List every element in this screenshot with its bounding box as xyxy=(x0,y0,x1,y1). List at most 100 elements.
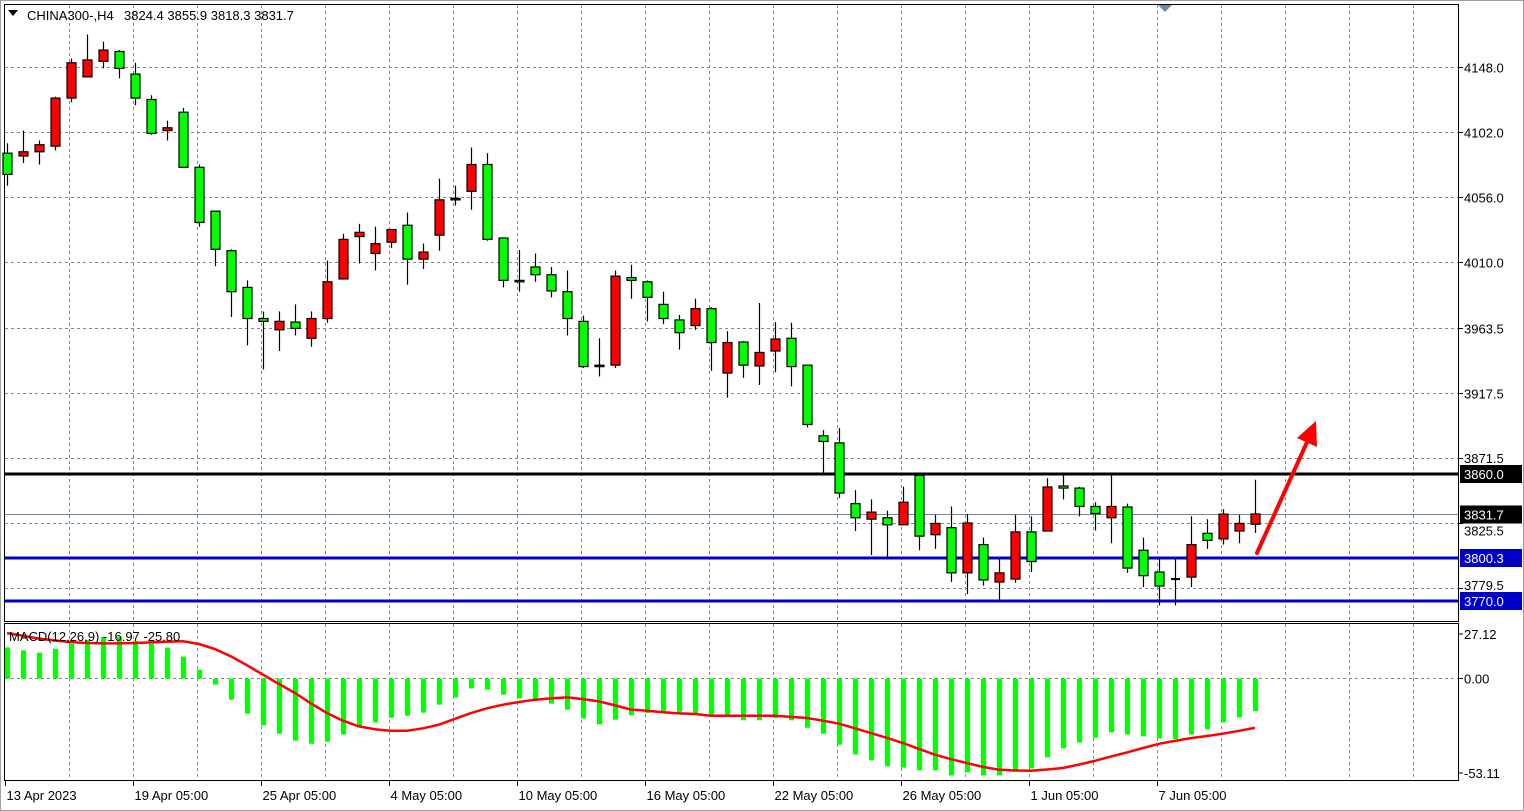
candle-body xyxy=(178,111,189,168)
candle xyxy=(930,514,941,549)
candle xyxy=(162,120,173,141)
candle-body xyxy=(930,522,941,536)
macd-histogram-bar xyxy=(229,678,234,700)
candle-body xyxy=(1122,506,1133,569)
candle-body xyxy=(1138,549,1149,577)
candle-body xyxy=(338,238,349,280)
price-label: 3779.5 xyxy=(1464,578,1504,593)
candle xyxy=(882,510,893,559)
macd-histogram-bar xyxy=(1157,678,1162,739)
candle xyxy=(546,266,557,298)
candle-body xyxy=(1106,505,1117,519)
trend-arrow[interactable] xyxy=(1255,421,1317,555)
time-label: 10 May 05:00 xyxy=(519,788,598,803)
candle xyxy=(578,315,589,368)
price-label: 3917.5 xyxy=(1464,387,1504,402)
candle xyxy=(722,331,733,398)
candle xyxy=(370,226,381,271)
macd-histogram-bar xyxy=(789,678,794,721)
candle xyxy=(1171,558,1180,606)
level-label: 3770.0 xyxy=(1464,594,1504,609)
candle-body xyxy=(866,511,877,520)
price-label: 3871.5 xyxy=(1464,451,1504,466)
candle-body xyxy=(722,341,733,374)
triangle-down-icon[interactable] xyxy=(8,10,18,16)
current-price-label-box xyxy=(1460,505,1522,524)
candle-body xyxy=(1218,513,1229,540)
macd-histogram-bar xyxy=(885,678,890,767)
candle-body xyxy=(546,274,557,292)
candle-body xyxy=(386,228,397,243)
macd-histogram-bar xyxy=(613,678,618,720)
candle xyxy=(802,364,813,428)
candle-body xyxy=(50,97,61,147)
macd-histogram-bar xyxy=(805,678,810,728)
candle xyxy=(850,490,861,532)
macd-histogram-bar xyxy=(997,678,1002,776)
candle xyxy=(274,311,285,352)
candle xyxy=(450,185,461,206)
macd-histogram-bar xyxy=(981,678,986,776)
candle xyxy=(1250,479,1261,533)
macd-histogram-bar xyxy=(869,678,874,761)
level-label: 3800.3 xyxy=(1464,551,1504,566)
candle-body xyxy=(674,319,685,334)
macd-histogram-bar xyxy=(5,647,10,679)
candle-body xyxy=(130,73,141,99)
candle xyxy=(1234,514,1245,544)
candle-body xyxy=(258,317,269,322)
candle xyxy=(770,322,781,373)
candle-body xyxy=(1090,505,1101,515)
candle-body xyxy=(946,527,957,574)
price-axis[interactable]: 4148.0 4102.0 4056.0 4010.0 3963.5 3917.5 3871… xyxy=(1459,61,1522,782)
candle-body xyxy=(690,308,701,327)
candle xyxy=(130,62,141,106)
macd-histogram-bar xyxy=(85,639,90,679)
candle-body xyxy=(962,522,973,574)
macd-histogram-bar xyxy=(1205,678,1210,730)
macd-histogram-bar xyxy=(453,678,458,698)
macd-histogram-bar xyxy=(693,678,698,715)
macd-axis-label: 0.00 xyxy=(1464,672,1489,687)
candle-body xyxy=(610,275,621,366)
candle xyxy=(1138,537,1149,587)
macd-histogram-bar xyxy=(325,678,330,742)
candle xyxy=(754,302,765,385)
candle-body xyxy=(562,291,573,320)
candle xyxy=(354,223,365,264)
chart-shift-marker-icon[interactable] xyxy=(1158,5,1172,12)
macd-histogram-bar xyxy=(389,678,394,718)
candle xyxy=(1122,503,1133,573)
candle-body xyxy=(194,166,205,224)
macd-histogram-bar xyxy=(501,678,506,695)
macd-title: MACD(12,26,9) -16.97 -25.80 xyxy=(9,629,180,644)
candle xyxy=(434,178,445,251)
candle-body xyxy=(242,286,253,320)
macd-histogram-bar xyxy=(949,678,954,776)
macd-histogram-bar xyxy=(181,656,186,679)
candle-body xyxy=(274,320,285,331)
candle-body xyxy=(802,364,813,426)
candle xyxy=(962,514,973,595)
time-label: 26 May 05:00 xyxy=(903,788,982,803)
candle-body xyxy=(418,251,429,260)
candle xyxy=(50,96,61,151)
candles xyxy=(2,34,1261,606)
candle-body xyxy=(306,317,317,339)
candle-body xyxy=(18,151,29,157)
macd-histogram-bar xyxy=(213,678,218,685)
horizontal-lines[interactable] xyxy=(5,472,1458,603)
candle xyxy=(242,280,253,346)
candle-body xyxy=(914,474,925,537)
macd-histogram-bar xyxy=(1013,678,1018,771)
macd-histogram-bar xyxy=(277,678,282,734)
candle xyxy=(1090,502,1101,531)
time-label: 22 May 05:00 xyxy=(775,788,854,803)
candle-body xyxy=(322,281,333,320)
time-label: 7 Jun 05:00 xyxy=(1159,788,1227,803)
time-axis[interactable]: 13 Apr 2023 19 Apr 05:00 25 Apr 05:00 4 May… xyxy=(5,781,1227,803)
candle-body xyxy=(1202,532,1213,541)
price-label: 4056.0 xyxy=(1464,191,1504,206)
candle-body xyxy=(402,224,413,260)
